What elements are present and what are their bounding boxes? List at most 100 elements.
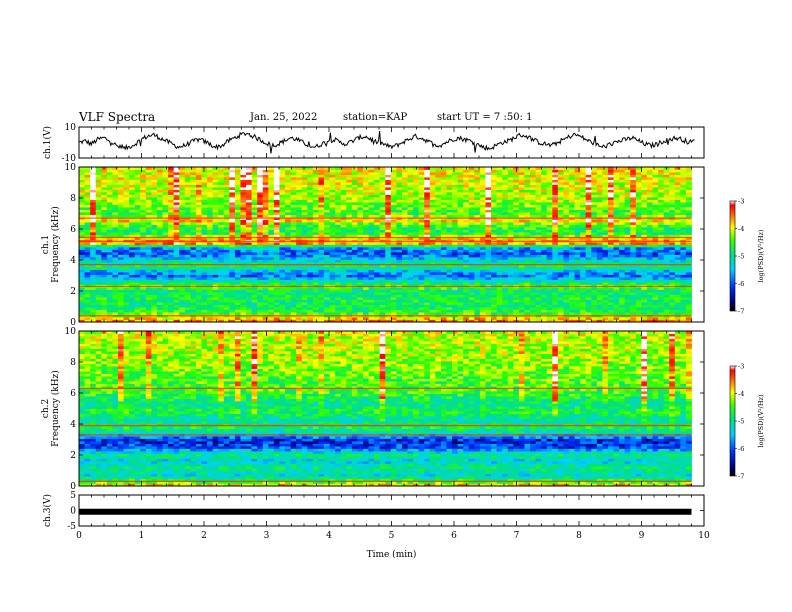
spectrogram-cell bbox=[507, 237, 514, 240]
spectrogram-cell bbox=[262, 232, 269, 235]
spectrogram-cell bbox=[112, 292, 119, 295]
spectrogram-cell bbox=[95, 222, 102, 225]
spectrogram-cell bbox=[502, 274, 509, 278]
spectrogram-cell bbox=[173, 249, 180, 253]
spectrogram-cell bbox=[513, 252, 520, 255]
spectrogram-cell bbox=[635, 317, 642, 320]
spectrogram-cell bbox=[179, 287, 186, 290]
spectrogram-cell bbox=[351, 212, 358, 215]
spectrogram-cell bbox=[452, 287, 459, 290]
spectrogram-cell bbox=[184, 307, 191, 310]
spectrogram-cell bbox=[201, 307, 208, 310]
spectrogram-cell bbox=[624, 277, 631, 280]
spectrogram-cell bbox=[674, 287, 681, 290]
spectrogram-cell bbox=[168, 277, 175, 280]
spectrogram-cell bbox=[496, 224, 503, 228]
spectrogram-cell bbox=[557, 214, 564, 218]
spectrogram-cell bbox=[324, 289, 330, 293]
spectrogram-cell bbox=[362, 302, 369, 305]
spectrogram-cell bbox=[162, 319, 169, 323]
spectrogram-cell bbox=[234, 297, 241, 300]
spectrogram-cell bbox=[502, 269, 509, 273]
spectrogram-cell bbox=[680, 229, 687, 233]
spectrogram-cell bbox=[140, 257, 147, 260]
spectrogram-cell bbox=[680, 247, 687, 250]
spectrogram-cell bbox=[123, 212, 130, 215]
spectrogram-cell bbox=[468, 294, 475, 298]
spectrogram-cell bbox=[123, 297, 130, 300]
spectrogram-cell bbox=[112, 274, 119, 278]
spectrogram-cell bbox=[485, 304, 492, 308]
spectrogram-cell bbox=[502, 219, 509, 223]
spectrogram-cell bbox=[452, 227, 459, 230]
spectrogram-cell bbox=[468, 214, 475, 218]
spectrogram-cell bbox=[296, 219, 303, 223]
spectrogram-cell bbox=[212, 302, 219, 305]
spectrogram-cell bbox=[591, 304, 598, 308]
spectrogram-cell bbox=[368, 244, 375, 248]
spectrogram-cell bbox=[674, 312, 681, 315]
spectrogram-cell bbox=[112, 209, 119, 213]
spectrogram-cell bbox=[240, 267, 247, 270]
spectrogram-cell bbox=[585, 227, 592, 230]
spectrogram-cell bbox=[607, 289, 614, 293]
spectrogram-cell bbox=[607, 242, 614, 245]
spectrogram-cell bbox=[296, 232, 303, 235]
spectrogram-cell bbox=[429, 274, 436, 278]
spectrogram-cell bbox=[463, 262, 470, 265]
spectrogram-cell bbox=[546, 274, 553, 278]
spectrogram-cell bbox=[524, 229, 531, 233]
spectrogram-cell bbox=[374, 247, 381, 250]
spectrogram-cell bbox=[84, 264, 91, 268]
spectrogram-cell bbox=[513, 312, 520, 315]
spectrogram-cell bbox=[619, 247, 626, 250]
spectrogram-cell bbox=[457, 317, 464, 320]
spectrogram-cell bbox=[285, 219, 291, 223]
spectrogram-cell bbox=[513, 219, 520, 223]
spectrogram-cell bbox=[680, 297, 687, 300]
spectrogram-cell bbox=[184, 224, 191, 228]
spectrogram-cell bbox=[591, 254, 598, 258]
spectrogram-cell bbox=[262, 224, 269, 228]
spectrogram-cell bbox=[195, 277, 202, 280]
spectrogram-cell bbox=[374, 257, 381, 260]
spectrogram-cell bbox=[173, 257, 180, 260]
spectrogram-cell bbox=[290, 214, 297, 218]
spectrogram-cell bbox=[346, 214, 353, 218]
spectrogram-cell bbox=[518, 277, 525, 280]
spectrogram-cell bbox=[502, 287, 509, 290]
spectrogram-cell bbox=[552, 257, 559, 260]
spectrogram-cell bbox=[557, 247, 564, 250]
spectrogram-cell bbox=[223, 292, 230, 295]
spectrogram-cell bbox=[240, 257, 247, 260]
spectrogram-cell bbox=[652, 304, 659, 308]
spectrogram-cell bbox=[324, 312, 330, 315]
spectrogram-cell bbox=[574, 227, 581, 230]
spectrogram-cell bbox=[685, 267, 692, 270]
spectrogram-cell bbox=[440, 244, 447, 248]
spectrogram-cell bbox=[541, 247, 548, 250]
spectrogram-cell bbox=[379, 214, 386, 218]
spectrogram-cell bbox=[435, 222, 442, 225]
spectrogram-cell bbox=[223, 304, 230, 308]
spectrogram-cell bbox=[479, 262, 486, 265]
spectrogram-cell bbox=[273, 257, 280, 260]
spectrogram-cell bbox=[84, 269, 91, 273]
spectrogram-cell bbox=[90, 219, 97, 223]
spectrogram-cell bbox=[346, 244, 353, 248]
spectrogram-cell bbox=[630, 307, 637, 310]
spectrogram-cell bbox=[212, 219, 219, 223]
spectrogram-cell bbox=[168, 287, 175, 290]
spectrogram-cell bbox=[435, 307, 442, 310]
spectrogram-cell bbox=[641, 222, 648, 225]
spectrogram-cell bbox=[329, 237, 336, 240]
spectrogram-cell bbox=[413, 262, 420, 265]
spectrogram-cell bbox=[496, 309, 503, 313]
spectrogram-cell bbox=[357, 319, 364, 323]
spectrogram-cell bbox=[318, 264, 325, 268]
spectrogram-cell bbox=[223, 227, 230, 230]
spectrogram-cell bbox=[151, 249, 158, 253]
spectrogram-cell bbox=[190, 247, 197, 250]
spectrogram-cell bbox=[168, 304, 175, 308]
spectrogram-cell bbox=[496, 299, 503, 303]
